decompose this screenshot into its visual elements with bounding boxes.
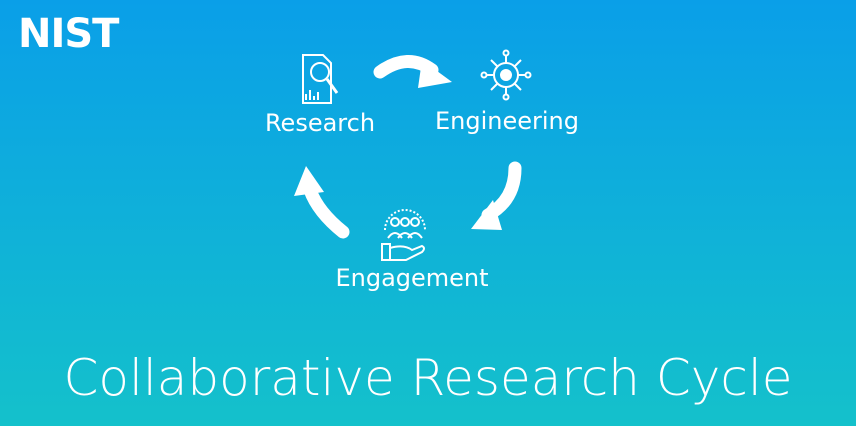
engagement-icon bbox=[381, 209, 426, 261]
title: Collaborative Research Cycle bbox=[63, 349, 792, 407]
arrow-head bbox=[294, 166, 324, 196]
node-label: Research bbox=[265, 109, 375, 137]
research-icon bbox=[302, 54, 339, 104]
node-label: Engagement bbox=[335, 264, 488, 292]
node-label: Engineering bbox=[435, 107, 579, 135]
engineering-icon bbox=[480, 49, 532, 101]
logo: NIST bbox=[18, 11, 120, 57]
arrow-head bbox=[471, 200, 502, 230]
arrow-heads bbox=[294, 60, 502, 230]
arrow-head bbox=[418, 60, 452, 88]
